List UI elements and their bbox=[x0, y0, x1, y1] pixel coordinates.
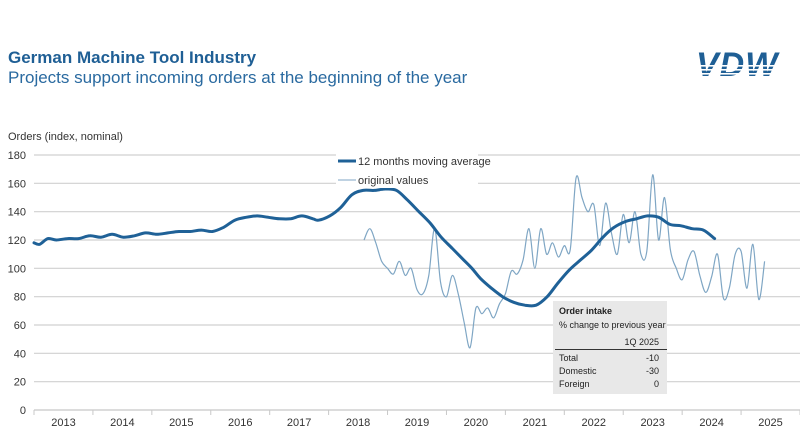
infobox-row-total: Total -10 bbox=[559, 353, 659, 365]
logo-text: VDW bbox=[696, 48, 780, 80]
vdw-logo: VDW bbox=[694, 48, 798, 80]
series-group bbox=[32, 174, 766, 349]
x-tick-label: 2025 bbox=[758, 417, 782, 429]
legend-label-moving-average: 12 months moving average bbox=[358, 156, 491, 168]
infobox-row-foreign: Foreign 0 bbox=[559, 379, 659, 391]
x-tick-label: 2014 bbox=[110, 417, 134, 429]
infobox-title: Order intake bbox=[559, 306, 613, 316]
legend: 12 months moving average original values bbox=[336, 154, 491, 188]
x-tick-label: 2022 bbox=[582, 417, 606, 429]
x-tick-label: 2015 bbox=[169, 417, 193, 429]
y-tick-label: 80 bbox=[14, 292, 26, 304]
y-tick-label: 160 bbox=[8, 178, 26, 190]
y-tick-label: 100 bbox=[8, 263, 26, 275]
series-line-original-values bbox=[363, 174, 766, 349]
y-tick-label: 140 bbox=[8, 207, 26, 219]
x-tick-label: 2023 bbox=[640, 417, 664, 429]
y-tick-label: 0 bbox=[20, 405, 26, 417]
infobox-row-value: 0 bbox=[653, 379, 659, 389]
y-tick-label: 180 bbox=[8, 150, 26, 162]
chart-subtitle: Projects support incoming orders at the … bbox=[8, 68, 468, 87]
y-tick-label: 20 bbox=[14, 377, 26, 389]
x-tick-label: 2016 bbox=[228, 417, 252, 429]
y-axis-label: Orders (index, nominal) bbox=[8, 131, 123, 143]
infobox-divider bbox=[555, 349, 667, 350]
infobox-row-value: -30 bbox=[645, 366, 659, 376]
y-tick-label: 60 bbox=[14, 320, 26, 332]
infobox-row-domestic: Domestic -30 bbox=[559, 366, 659, 378]
chart-title: German Machine Tool Industry bbox=[8, 48, 257, 67]
infobox-column-header: 1Q 2025 bbox=[624, 337, 659, 347]
x-tick-label: 2017 bbox=[287, 417, 311, 429]
y-tick-labels: 0 20 40 60 80 100 120 140 160 180 bbox=[8, 150, 26, 417]
x-tick-label: 2020 bbox=[464, 417, 488, 429]
gridlines bbox=[34, 154, 800, 383]
x-axis: 2013 2014 2015 2016 2017 2018 2019 2020 2021 2022… bbox=[33, 409, 800, 429]
y-tick-label: 120 bbox=[8, 235, 26, 247]
infobox-row-label: Total bbox=[559, 353, 579, 363]
infobox-row-label: Foreign bbox=[559, 379, 590, 389]
series-line-moving-average bbox=[32, 187, 717, 308]
infobox-row-value: -10 bbox=[645, 353, 659, 363]
x-tick-label: 2019 bbox=[405, 417, 429, 429]
x-tick-label: 2024 bbox=[699, 417, 723, 429]
infobox-row-label: Domestic bbox=[559, 366, 597, 376]
legend-background bbox=[336, 154, 478, 188]
x-tick-label: 2018 bbox=[346, 417, 370, 429]
order-intake-box: Order intake % change to previous year 1… bbox=[553, 301, 667, 394]
infobox-subtitle: % change to previous year bbox=[559, 320, 666, 330]
x-tick-label: 2021 bbox=[523, 417, 547, 429]
legend-label-original: original values bbox=[358, 175, 429, 187]
y-tick-label: 40 bbox=[14, 348, 26, 360]
x-tick-label: 2013 bbox=[51, 417, 75, 429]
